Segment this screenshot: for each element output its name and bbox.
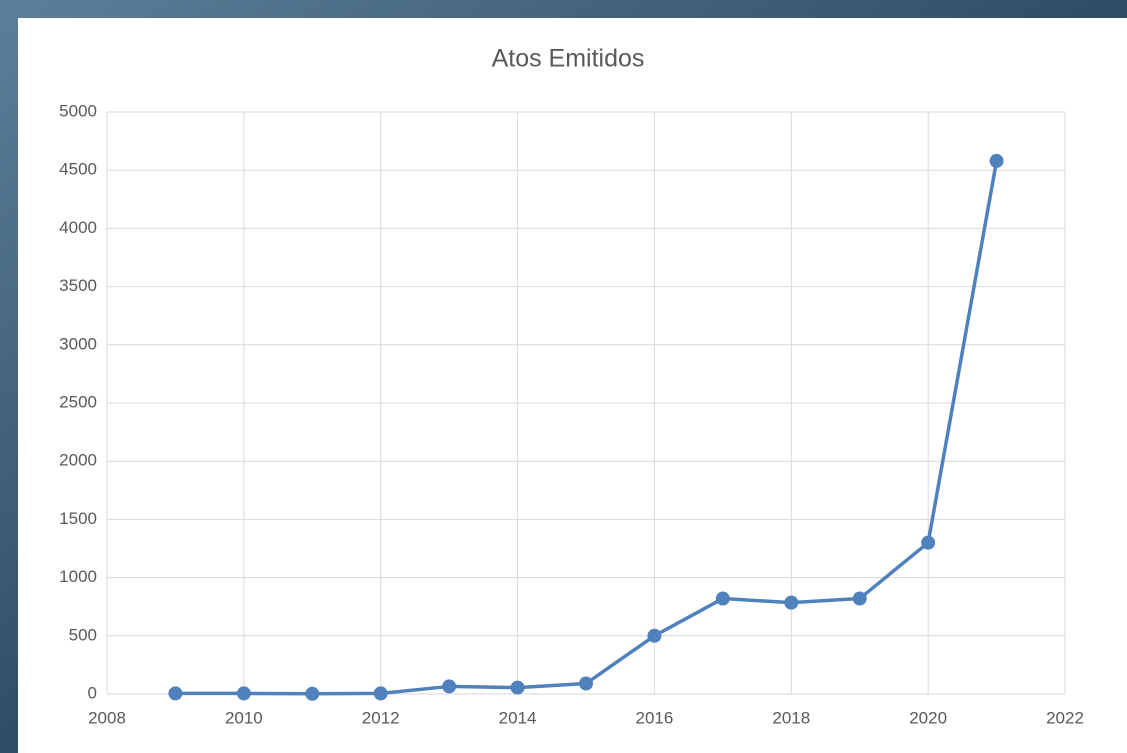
x-tick-label: 2020 <box>909 708 947 727</box>
x-tick-label: 2010 <box>225 708 263 727</box>
chart: Atos Emitidos 0 500 1000 1500 2000 2500 3000 35… <box>0 0 1127 753</box>
data-point <box>305 687 319 701</box>
y-tick-label: 4000 <box>59 218 97 237</box>
x-tick-label: 2018 <box>772 708 810 727</box>
y-tick-label: 0 <box>88 683 97 702</box>
data-point <box>579 677 593 691</box>
y-tick-label: 2000 <box>59 451 97 470</box>
data-point <box>374 686 388 700</box>
data-point <box>990 154 1004 168</box>
y-tick-label: 1000 <box>59 567 97 586</box>
y-tick-label: 3000 <box>59 334 97 353</box>
data-point <box>237 686 251 700</box>
y-tick-label: 5000 <box>59 101 97 120</box>
x-tick-label: 2012 <box>362 708 400 727</box>
y-tick-label: 1500 <box>59 509 97 528</box>
x-tick-label: 2008 <box>88 708 126 727</box>
x-tick-label: 2022 <box>1046 708 1084 727</box>
x-tick-label: 2014 <box>499 708 537 727</box>
x-tick-label: 2016 <box>636 708 674 727</box>
y-tick-label: 2500 <box>59 392 97 411</box>
chart-title: Atos Emitidos <box>492 45 645 73</box>
y-tick-label: 500 <box>69 625 97 644</box>
data-point <box>168 686 182 700</box>
y-tick-label: 3500 <box>59 276 97 295</box>
data-point <box>647 629 661 643</box>
data-point <box>716 592 730 606</box>
data-point <box>921 536 935 550</box>
chart-panel <box>18 18 1127 753</box>
data-point <box>853 592 867 606</box>
data-point <box>784 596 798 610</box>
page: Atos Emitidos 0 500 1000 1500 2000 2500 3000 35… <box>0 0 1127 753</box>
data-point <box>511 681 525 695</box>
data-point <box>442 679 456 693</box>
y-tick-label: 4500 <box>59 160 97 179</box>
